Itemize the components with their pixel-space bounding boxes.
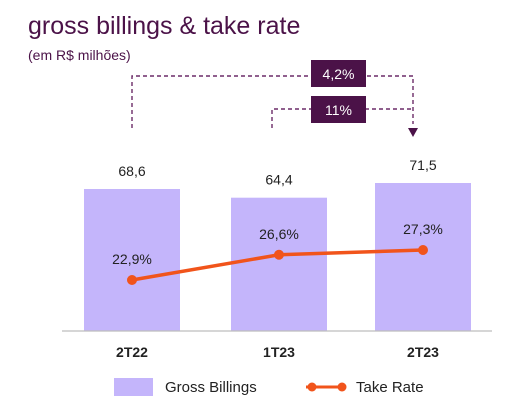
annotation-text-1: 4,2% — [323, 66, 355, 82]
legend-take-rate: Take Rate — [304, 376, 424, 398]
take-rate-point-2T22 — [127, 275, 137, 285]
annotation-text-2: 11% — [325, 102, 352, 118]
take-rate-point-1T23 — [274, 249, 284, 260]
chart-subtitle: (em R$ milhões) — [28, 47, 131, 63]
chart-title: gross billings & take rate — [28, 12, 301, 40]
take-rate-point-2T23 — [418, 245, 428, 255]
bar-label-2T23: 71,5 — [409, 157, 436, 173]
take-rate-label-2T22: 22,9% — [112, 251, 152, 267]
legend-swatch-line — [306, 382, 347, 392]
legend-label-take-rate: Take Rate — [356, 378, 424, 396]
bar-1T23 — [231, 197, 327, 331]
x-tick-label-2T22: 2T22 — [116, 344, 148, 360]
x-tick-label-2T23: 2T23 — [407, 344, 439, 360]
bar-2T23 — [375, 183, 471, 331]
take-rate-label-1T23: 26,6% — [259, 226, 299, 242]
legend-label-gross-billings: Gross Billings — [165, 378, 257, 396]
legend-gross-billings: Gross Billings — [114, 376, 257, 398]
bar-label-2T22: 68,6 — [118, 163, 145, 179]
annotation-box-1 — [311, 60, 366, 87]
bar-label-1T23: 64,4 — [265, 172, 292, 188]
x-tick-label-1T23: 1T23 — [263, 344, 295, 360]
annotation-arrowhead — [408, 128, 418, 137]
take-rate-label-2T23: 27,3% — [403, 221, 443, 237]
bar-2T22 — [84, 189, 180, 331]
legend-swatch-bar — [114, 378, 153, 396]
annotation-box-2 — [311, 96, 366, 123]
annotation-connector-1 — [131, 75, 414, 128]
